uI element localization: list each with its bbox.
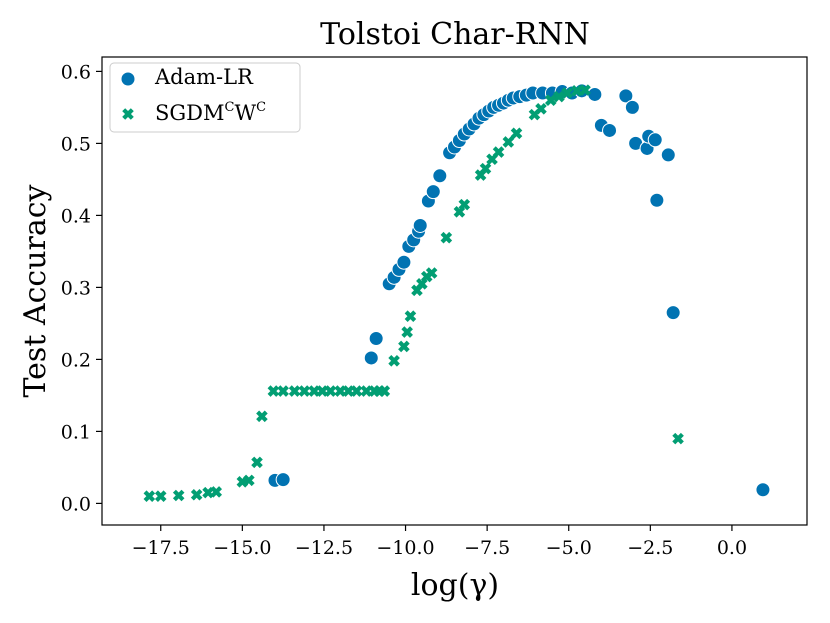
data-point-cross xyxy=(267,385,280,397)
x-tick-label: −5.0 xyxy=(546,537,592,559)
data-point-cross xyxy=(202,486,214,499)
y-tick-label: 0.5 xyxy=(61,133,91,155)
legend-marker-adam-lr xyxy=(120,71,136,87)
y-axis-label: Test Accuracy xyxy=(18,184,53,397)
y-tick-label: 0.3 xyxy=(61,277,91,299)
data-point-cross xyxy=(401,326,413,338)
legend-label-sgdmcwc-sup1: C xyxy=(225,100,235,115)
data-point-cross xyxy=(404,310,417,322)
data-point-cross xyxy=(243,474,255,487)
x-tick-label: −2.5 xyxy=(627,537,673,559)
legend-label-sgdmcwc-part2: W xyxy=(234,101,256,125)
data-point-cross xyxy=(256,410,268,423)
y-tick-label: 0.4 xyxy=(61,205,91,227)
data-point-cross xyxy=(388,355,400,367)
series-adam-lr xyxy=(267,83,771,498)
data-point-circle xyxy=(432,168,448,184)
data-point-cross xyxy=(190,488,203,501)
data-point-cross xyxy=(571,85,583,97)
data-point-cross xyxy=(398,340,410,353)
data-point-cross xyxy=(425,267,438,279)
data-point-cross xyxy=(251,456,263,469)
data-point-circle xyxy=(368,331,384,347)
data-point-cross xyxy=(479,162,492,175)
data-point-cross xyxy=(324,385,337,397)
data-point-cross xyxy=(298,385,311,397)
y-tick-label: 0.2 xyxy=(61,349,91,371)
plot-area xyxy=(143,83,771,502)
x-tick-label: −12.5 xyxy=(295,537,353,559)
data-point-circle xyxy=(396,254,412,270)
legend-label-sgdmcwc-sup2: C xyxy=(256,100,266,115)
legend: Adam-LR SGDMCWC xyxy=(109,62,301,133)
data-point-circle xyxy=(665,305,681,321)
chart-title: Tolstoi Char-RNN xyxy=(320,17,590,52)
data-point-cross xyxy=(553,90,565,103)
legend-circle-marker xyxy=(120,71,136,87)
data-point-cross xyxy=(579,84,591,96)
data-point-cross xyxy=(288,385,301,397)
plot-frame xyxy=(101,56,808,526)
x-tick-label: 0.0 xyxy=(717,537,747,559)
x-tick-label: −10.0 xyxy=(376,537,434,559)
data-point-circle xyxy=(660,147,676,163)
legend-marker-sgdmcwc xyxy=(122,108,134,120)
legend-label-adam-lr: Adam-LR xyxy=(154,65,254,89)
data-point-circle xyxy=(649,192,665,208)
legend-label-sgdmcwc: SGDMCWC xyxy=(155,100,266,125)
data-point-cross xyxy=(154,490,167,502)
data-point-cross xyxy=(535,103,547,115)
data-point-cross xyxy=(440,231,453,244)
data-point-circle xyxy=(618,88,634,104)
series-sgdmcwc xyxy=(143,84,684,502)
data-point-cross xyxy=(672,432,684,445)
data-point-circle xyxy=(624,99,640,115)
data-point-cross xyxy=(502,136,515,148)
legend-label-sgdmcwc-part1: SGDM xyxy=(155,101,225,125)
data-point-cross xyxy=(561,87,573,99)
data-point-circle xyxy=(755,482,771,498)
data-point-cross xyxy=(350,385,363,397)
x-axis-label: log(γ) xyxy=(411,568,499,603)
data-point-circle xyxy=(275,472,291,488)
x-tick-label: −17.5 xyxy=(132,537,190,559)
data-point-cross xyxy=(510,127,523,140)
legend-cross-marker xyxy=(122,108,134,120)
data-point-circle xyxy=(425,184,441,200)
data-point-cross xyxy=(458,198,471,211)
data-point-circle xyxy=(412,217,428,233)
data-point-cross xyxy=(378,385,391,397)
y-tick-label: 0.0 xyxy=(61,493,91,515)
data-point-circle xyxy=(587,86,603,102)
data-point-circle xyxy=(363,350,379,366)
y-axis: 0.0 0.1 0.2 0.3 0.4 0.5 0.6 xyxy=(61,61,102,515)
legend-box xyxy=(109,62,301,133)
data-point-circle xyxy=(602,122,618,138)
data-point-cross xyxy=(277,385,289,397)
data-point-cross xyxy=(545,94,557,106)
data-point-circle xyxy=(647,132,663,148)
data-point-cross xyxy=(492,146,505,158)
x-axis: −17.5 −15.0 −12.5 −10.0 −7.5 −5.0 −2.5 0.0 xyxy=(132,525,747,559)
y-tick-label: 0.1 xyxy=(61,421,91,443)
x-tick-label: −7.5 xyxy=(464,537,510,559)
y-tick-label: 0.6 xyxy=(61,61,91,83)
data-point-cross xyxy=(143,490,156,502)
data-point-cross xyxy=(210,486,223,498)
data-point-cross xyxy=(172,489,185,502)
x-tick-label: −15.0 xyxy=(213,537,271,559)
